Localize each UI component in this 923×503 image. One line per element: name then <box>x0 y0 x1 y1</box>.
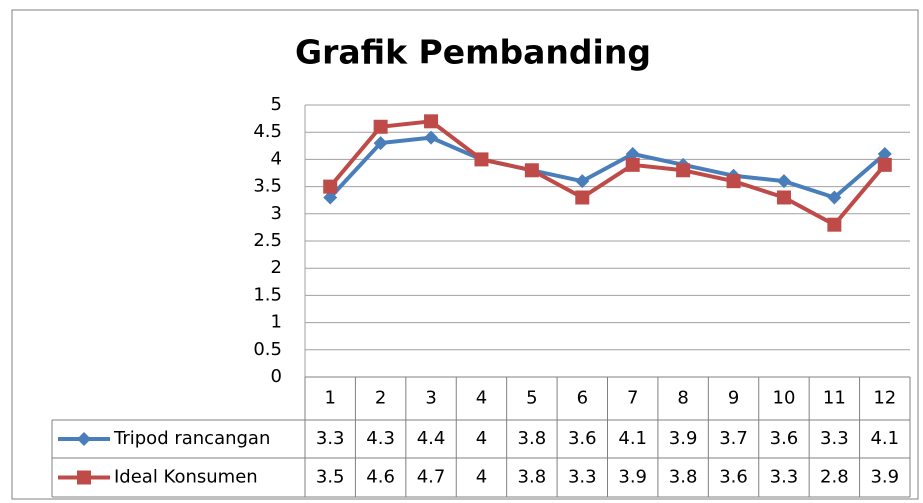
x-tick-label: 5 <box>526 388 537 409</box>
y-tick-label: 3 <box>271 203 282 224</box>
x-tick-label: 2 <box>375 388 386 409</box>
marker <box>877 146 892 161</box>
marker <box>625 146 640 161</box>
y-tick-label: 3.5 <box>253 176 282 197</box>
marker <box>323 179 338 194</box>
x-tick-label: 4 <box>476 388 487 409</box>
marker <box>77 470 91 485</box>
table-value: 4.6 <box>366 467 395 488</box>
y-tick-label: 4.5 <box>253 121 282 142</box>
table-value: 3.8 <box>518 467 547 488</box>
table-value: 3.3 <box>568 467 597 488</box>
x-tick-label: 12 <box>873 388 896 409</box>
table-value: 3.3 <box>316 428 345 449</box>
y-tick-label: 4 <box>271 148 282 169</box>
y-tick-label: 0.5 <box>253 339 282 360</box>
x-tick-label: 9 <box>728 388 739 409</box>
table-value: 3.9 <box>669 428 698 449</box>
marker <box>726 174 741 189</box>
table-value: 3.9 <box>618 467 647 488</box>
table-value: 3.3 <box>820 428 849 449</box>
y-tick-label: 2 <box>271 257 282 278</box>
marker <box>424 114 439 129</box>
y-tick-label: 5 <box>271 94 282 115</box>
table-value: 2.8 <box>820 467 849 488</box>
table-value: 3.3 <box>770 467 799 488</box>
table-value: 4 <box>476 428 487 449</box>
x-tick-label: 10 <box>773 388 796 409</box>
marker <box>625 157 640 172</box>
marker <box>373 136 388 151</box>
table-value: 4.1 <box>870 428 899 449</box>
table-value: 3.8 <box>518 428 547 449</box>
legend-label: Tripod rancangan <box>113 428 270 449</box>
table-value: 3.6 <box>719 467 748 488</box>
series-line <box>328 135 887 200</box>
table-value: 4.1 <box>618 428 647 449</box>
marker <box>776 190 791 205</box>
table-value: 4.7 <box>417 467 446 488</box>
marker <box>323 190 338 205</box>
table-value: 3.6 <box>568 428 597 449</box>
x-tick-label: 7 <box>627 388 638 409</box>
table-value: 4.3 <box>366 428 395 449</box>
marker <box>827 190 842 205</box>
marker <box>373 119 388 134</box>
x-tick-label: 8 <box>677 388 688 409</box>
x-tick-label: 3 <box>425 388 436 409</box>
table-value: 4.4 <box>417 428 446 449</box>
marker <box>524 163 539 178</box>
marker <box>77 432 91 446</box>
x-tick-label: 6 <box>577 388 588 409</box>
y-tick-label: 1 <box>271 312 282 333</box>
x-tick-label: 11 <box>823 388 846 409</box>
table-value: 4 <box>476 467 487 488</box>
marker <box>474 152 489 167</box>
table-value: 3.9 <box>870 467 899 488</box>
table-value: 3.8 <box>669 467 698 488</box>
y-tick-label: 0 <box>271 366 282 387</box>
chart-border <box>11 9 919 500</box>
x-tick-label: 1 <box>324 388 335 409</box>
marker <box>676 163 691 178</box>
marker <box>827 217 842 232</box>
y-tick-label: 2.5 <box>253 230 282 251</box>
marker <box>575 190 590 205</box>
chart-title: Grafik Pembanding <box>295 33 651 72</box>
table-value: 3.6 <box>770 428 799 449</box>
marker <box>575 174 590 189</box>
marker <box>424 130 439 145</box>
series-line <box>328 119 887 227</box>
table-value: 3.5 <box>316 467 345 488</box>
marker <box>776 174 791 189</box>
marker <box>877 157 892 172</box>
legend-label: Ideal Konsumen <box>114 467 258 488</box>
y-tick-label: 1.5 <box>253 284 282 305</box>
table-value: 3.7 <box>719 428 748 449</box>
